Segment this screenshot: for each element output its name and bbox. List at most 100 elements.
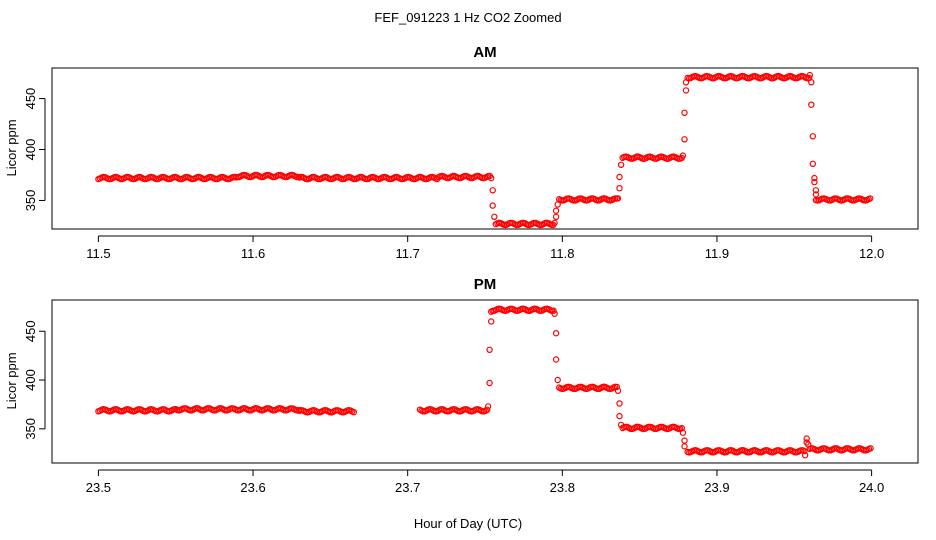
am-panel: AM Licor ppm 11.5 11.6 11.7 11.8 11.9 12.0 35… bbox=[4, 44, 919, 261]
am-y-tick-label: 400 bbox=[23, 139, 38, 161]
am-transition-point bbox=[808, 101, 815, 108]
pm-data-point bbox=[550, 307, 557, 314]
am-y-axis-label: Licor ppm bbox=[4, 119, 19, 176]
am-plateau-2 bbox=[296, 173, 441, 183]
pm-plateau-0 bbox=[95, 406, 179, 415]
am-plateau-8 bbox=[812, 195, 874, 204]
am-x-tick-label: 11.5 bbox=[86, 246, 110, 261]
pm-plateau-6 bbox=[619, 423, 686, 433]
am-plateau-7 bbox=[684, 72, 813, 82]
am-transition-point bbox=[488, 174, 495, 182]
pm-transition-point bbox=[805, 441, 812, 448]
am-y-tick-label: 450 bbox=[23, 88, 38, 110]
pm-y-tick-label: 400 bbox=[23, 369, 38, 391]
pm-data-point bbox=[484, 406, 491, 413]
pm-plateau-1 bbox=[172, 405, 303, 414]
pm-transition-point bbox=[681, 443, 688, 450]
am-plateau-6 bbox=[619, 153, 686, 162]
pm-y-axis-label: Licor ppm bbox=[4, 352, 19, 409]
pm-plateau-7 bbox=[684, 447, 808, 456]
pm-transition-point bbox=[552, 356, 560, 363]
pm-y-tick-label: 450 bbox=[23, 320, 38, 342]
pm-transition-point bbox=[617, 421, 625, 429]
pm-transition-point bbox=[486, 379, 493, 387]
pm-x-tick-label: 24.0 bbox=[859, 480, 884, 495]
pm-transition-point bbox=[551, 310, 558, 317]
pm-plateau-4 bbox=[489, 305, 557, 315]
am-transition-point bbox=[681, 136, 688, 143]
pm-plateau-2 bbox=[296, 407, 357, 416]
pm-data-point bbox=[867, 445, 874, 452]
pm-transition-point bbox=[803, 435, 810, 442]
pm-transition-point bbox=[614, 387, 622, 394]
pm-transition-point bbox=[681, 437, 688, 444]
am-plateau-5 bbox=[556, 195, 621, 204]
am-plateau-3 bbox=[435, 172, 493, 182]
pm-transition-point bbox=[801, 452, 809, 459]
am-transition-point bbox=[491, 213, 498, 220]
pm-data-points bbox=[95, 305, 874, 459]
pm-plateau-3 bbox=[416, 406, 491, 415]
pm-panel: PM Licor ppm 23.5 23.6 23.7 23.8 23.9 24.0 35… bbox=[4, 276, 919, 495]
am-transition-point bbox=[552, 207, 560, 214]
am-data-point bbox=[867, 195, 874, 202]
am-y-axis: 350 400 450 bbox=[23, 88, 46, 212]
am-transition-point bbox=[682, 87, 690, 94]
am-transition-point bbox=[554, 201, 561, 208]
pm-transition-point bbox=[679, 429, 687, 436]
pm-transition-point bbox=[486, 346, 493, 353]
pm-panel-title: PM bbox=[474, 276, 497, 293]
pm-x-tick-label: 23.5 bbox=[86, 480, 111, 495]
am-transition-point bbox=[812, 191, 820, 198]
am-transition-point bbox=[616, 184, 623, 192]
am-plateau-4 bbox=[492, 219, 557, 229]
am-transition-point bbox=[681, 109, 688, 117]
am-transition-point bbox=[809, 133, 817, 140]
am-transition-point bbox=[808, 79, 815, 86]
am-transition-point bbox=[489, 202, 496, 209]
am-transition-point bbox=[551, 219, 558, 227]
am-x-tick-label: 11.8 bbox=[550, 246, 574, 261]
pm-x-tick-label: 23.6 bbox=[240, 480, 265, 495]
am-transition-point bbox=[617, 161, 625, 168]
am-plateau-0 bbox=[95, 173, 240, 183]
pm-y-axis: 350 400 450 bbox=[23, 320, 46, 440]
am-transition-point bbox=[811, 174, 818, 182]
am-x-axis: 11.5 11.6 11.7 11.8 11.9 12.0 bbox=[86, 235, 884, 261]
am-transition-point bbox=[679, 152, 687, 159]
pm-data-point bbox=[613, 383, 621, 391]
pm-x-tick-label: 23.7 bbox=[395, 480, 420, 495]
am-y-tick-label: 350 bbox=[23, 190, 38, 212]
pm-data-point bbox=[350, 409, 357, 416]
am-transition-point bbox=[552, 213, 560, 220]
pm-transition-point bbox=[616, 412, 623, 420]
pm-transition-point bbox=[488, 318, 495, 325]
am-x-tick-label: 11.6 bbox=[241, 246, 265, 261]
am-transition-point bbox=[809, 160, 817, 167]
pm-transition-point bbox=[554, 376, 561, 384]
pm-x-tick-label: 23.9 bbox=[704, 480, 729, 495]
pm-transition-point bbox=[552, 330, 560, 337]
pm-plot-frame bbox=[51, 299, 919, 464]
pm-x-tick-label: 23.8 bbox=[550, 480, 575, 495]
pm-plateau-8 bbox=[806, 445, 874, 454]
am-x-tick-label: 11.9 bbox=[705, 246, 729, 261]
am-plot-frame bbox=[51, 67, 919, 230]
am-transition-point bbox=[682, 79, 690, 86]
figure-title: FEF_091223 1 Hz CO2 Zoomed bbox=[374, 10, 561, 25]
am-transition-point bbox=[812, 187, 820, 194]
pm-transition-point bbox=[616, 400, 623, 407]
am-panel-title: AM bbox=[473, 44, 496, 61]
pm-transition-point bbox=[488, 308, 495, 315]
am-transition-point bbox=[811, 178, 818, 186]
am-transition-point bbox=[614, 195, 622, 202]
x-axis-label: Hour of Day (UTC) bbox=[414, 516, 522, 531]
pm-x-axis: 23.5 23.6 23.7 23.8 23.9 24.0 bbox=[86, 469, 884, 495]
pm-data-point bbox=[801, 447, 808, 455]
pm-transition-point bbox=[484, 403, 492, 410]
pm-y-tick-label: 350 bbox=[23, 418, 38, 440]
am-data-points bbox=[95, 71, 874, 229]
am-plateau-1 bbox=[234, 171, 302, 181]
pm-plateau-5 bbox=[556, 383, 621, 393]
